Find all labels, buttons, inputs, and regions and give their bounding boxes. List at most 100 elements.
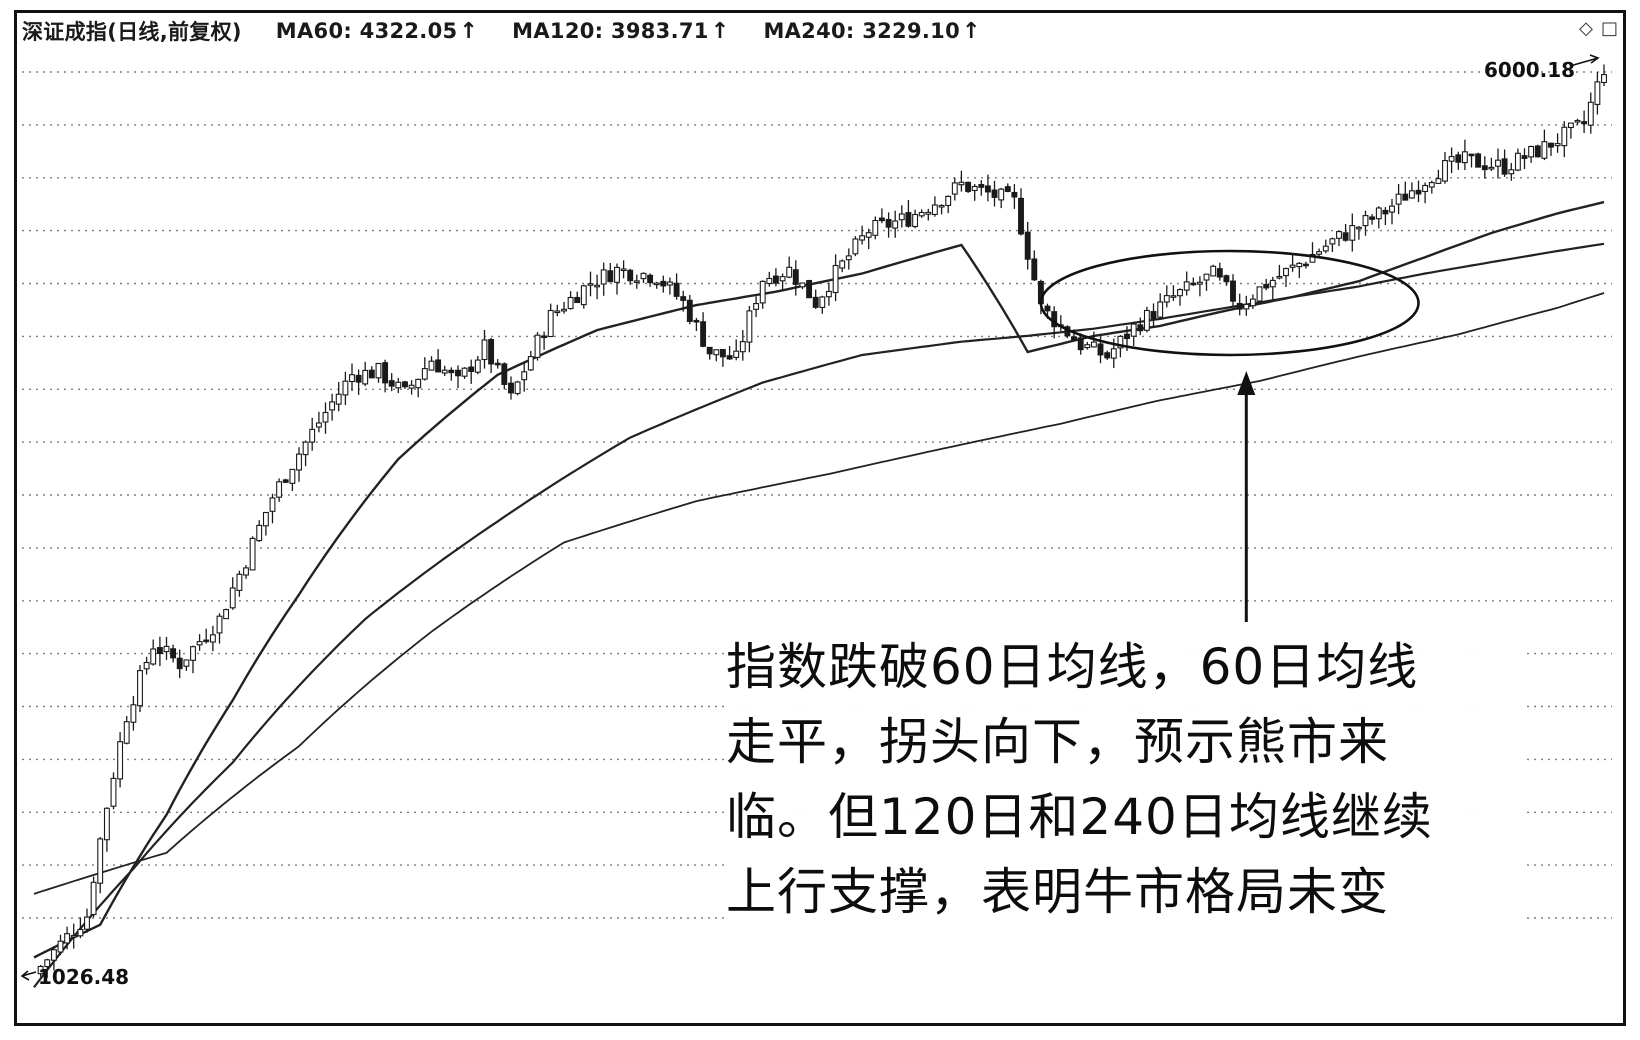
candle-body (1011, 191, 1018, 198)
ma120-readout: MA120: 3983.71 ↑ (512, 19, 729, 44)
annotation-text-block: 指数跌破60日均线，60日均线 走平，拐头向下，预示熊市来 临。但120日和24… (726, 630, 1526, 930)
candle (1130, 321, 1137, 346)
candle-body (382, 362, 389, 384)
candle-body (786, 266, 793, 278)
candle-body (514, 381, 521, 395)
candle-body (196, 641, 203, 646)
candle-body (408, 384, 415, 389)
candle-body (1031, 258, 1038, 281)
candle-body (315, 422, 322, 428)
candle-body (335, 393, 342, 405)
candle-body (1601, 74, 1607, 84)
candle (614, 263, 620, 295)
candle-body (1316, 251, 1323, 255)
candle (223, 608, 230, 620)
candle (1408, 182, 1415, 199)
candle (143, 656, 150, 675)
candle-body (587, 283, 594, 286)
ma60-label: MA60: 4322.05 (275, 19, 458, 43)
candle-body (527, 356, 534, 371)
candle-body (1024, 231, 1031, 260)
candle-body (342, 380, 349, 396)
candle (786, 256, 793, 279)
candle (925, 208, 932, 221)
candle-body (753, 303, 760, 310)
candle-body (865, 232, 872, 238)
candle-body (1336, 231, 1342, 239)
annotation-line-2: 走平，拐头向下，预示熊市来 (726, 713, 1389, 771)
candle-body (428, 360, 435, 371)
candle-body (627, 269, 634, 282)
candle (984, 174, 991, 202)
candle (1369, 214, 1376, 225)
candle-body (878, 217, 885, 222)
candle-body (1071, 336, 1077, 341)
candle-body (508, 382, 514, 394)
candle-body (1455, 154, 1462, 163)
candle (1210, 264, 1217, 277)
candle (349, 363, 355, 391)
candle (1541, 129, 1548, 161)
ma120-up-arrow-icon: ↑ (710, 18, 730, 44)
candle-body (1084, 344, 1091, 349)
candle (1495, 148, 1501, 179)
candle-body (640, 272, 647, 280)
candle (666, 277, 673, 295)
candle-body (951, 182, 958, 195)
candle-body (607, 270, 614, 283)
candle-body (812, 296, 819, 308)
candle (1581, 110, 1588, 133)
candle (1057, 315, 1064, 332)
candle (839, 259, 846, 273)
candle-layer (37, 64, 1607, 978)
candle (898, 205, 905, 228)
candle-body (825, 290, 832, 298)
candle (845, 248, 852, 270)
max-price-label: 6000.18 (1484, 58, 1575, 82)
candle-body (1256, 286, 1263, 302)
candle-body (1349, 225, 1356, 241)
candle (1389, 198, 1395, 225)
candle-body (1422, 184, 1429, 193)
candle-body (1475, 153, 1482, 168)
candle (395, 377, 402, 394)
candle-body (945, 195, 952, 206)
candle-body (1561, 126, 1568, 147)
candle-body (368, 369, 375, 379)
candle (700, 312, 707, 348)
annotation-line-1: 指数跌破60日均线，60日均线 (726, 638, 1419, 696)
candle-body (448, 369, 455, 374)
candle-body (150, 648, 157, 665)
candle-body (216, 615, 223, 634)
candle (971, 184, 978, 201)
candle (1448, 147, 1455, 174)
candle (1223, 274, 1230, 286)
candle (269, 493, 276, 524)
candle (1594, 72, 1601, 115)
candle-body (1581, 121, 1588, 125)
candle-body (1442, 160, 1448, 182)
candle-body (1210, 265, 1217, 277)
candle-body (70, 934, 77, 938)
candle-body (203, 639, 210, 643)
candle-body (501, 363, 508, 385)
candle (1329, 237, 1336, 252)
candle-body (1322, 245, 1329, 252)
candle-body (1574, 119, 1581, 123)
candle (415, 378, 422, 398)
candle-body (57, 940, 64, 953)
candle (806, 279, 813, 299)
candle (1587, 92, 1594, 134)
candle (779, 273, 786, 291)
diamond-icon[interactable]: ◇ (1579, 18, 1593, 39)
candle-body (1170, 295, 1177, 298)
candle (1601, 64, 1607, 86)
candle (1435, 169, 1442, 184)
candle-body (1508, 169, 1515, 175)
maximize-icon[interactable]: □ (1600, 18, 1618, 39)
candle (461, 367, 468, 379)
candle (329, 393, 336, 421)
candle (342, 371, 349, 405)
candle (951, 177, 958, 201)
candle (243, 565, 249, 579)
